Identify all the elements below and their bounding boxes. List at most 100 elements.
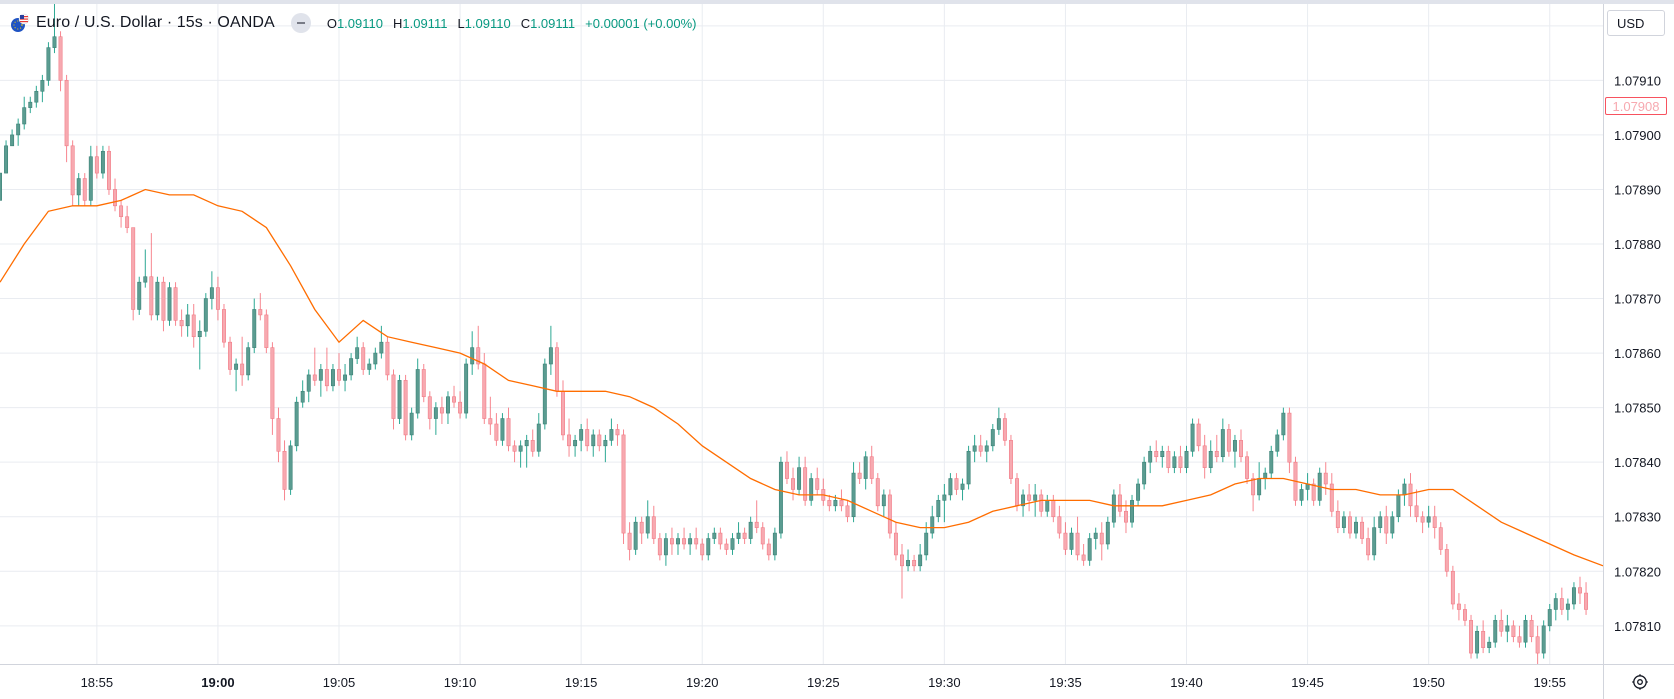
currency-button[interactable]: USD — [1607, 10, 1665, 36]
candle-body — [427, 396, 432, 419]
candle-up — [300, 380, 305, 408]
candle-down — [113, 178, 117, 212]
candle-up — [209, 271, 214, 310]
candle-up — [797, 456, 802, 495]
candle-body — [0, 172, 2, 201]
candle-down — [1008, 434, 1013, 484]
candle-down — [427, 391, 432, 430]
candle-up — [990, 424, 995, 452]
candle-down — [887, 489, 892, 539]
candle-up — [1299, 484, 1304, 506]
candle-down — [1002, 413, 1007, 446]
chart-settings-button[interactable] — [1603, 664, 1674, 699]
candle-body — [785, 461, 789, 479]
candle-up — [1493, 614, 1498, 648]
candle-up — [972, 434, 977, 463]
grid — [0, 4, 1603, 664]
candle-body — [1002, 418, 1007, 441]
candle-up — [645, 500, 650, 539]
candle-body — [228, 341, 233, 370]
candle-body — [633, 521, 638, 550]
candle-body — [1565, 603, 1570, 610]
candle-body — [373, 352, 378, 365]
candle-body — [70, 145, 75, 196]
candle-body — [966, 450, 971, 485]
candle-body — [863, 456, 868, 479]
candle-up — [1208, 440, 1213, 474]
candle-body — [506, 418, 511, 447]
candle-body — [1160, 450, 1165, 458]
candle-body — [482, 363, 487, 419]
time-axis-labels: 18:55 19:00 19:05 19:10 19:15 19:20 19:25 19:30… — [81, 675, 1566, 690]
candle-body — [724, 543, 729, 550]
candle-up — [415, 358, 420, 419]
collapse-legend-button[interactable] — [290, 13, 311, 33]
candle-up — [1021, 489, 1026, 517]
candle-down — [1499, 609, 1504, 637]
candle-up — [10, 129, 15, 147]
candle-up — [203, 293, 208, 337]
candle-up — [1487, 636, 1492, 654]
candle-body — [1232, 440, 1237, 452]
candle-down — [1329, 473, 1334, 517]
candle-down — [1311, 478, 1316, 506]
candle-up — [1378, 511, 1383, 534]
candle-body — [337, 369, 341, 381]
candle-down — [1323, 462, 1328, 495]
candle-down — [282, 440, 287, 501]
candle-body — [1469, 620, 1473, 654]
candle-down — [494, 413, 499, 446]
chart-pane[interactable] — [0, 4, 1603, 664]
price-tick-label: 1.07880 — [1614, 237, 1661, 252]
time-tick-label: 19:55 — [1533, 675, 1566, 690]
candle-up — [155, 276, 160, 321]
candle-up — [591, 429, 596, 457]
candle-up — [772, 527, 777, 561]
candle-up — [52, 4, 57, 54]
candle-body — [924, 532, 929, 556]
candle-body — [476, 347, 481, 365]
time-tick-label: 19:15 — [565, 675, 598, 690]
candle-down — [803, 456, 808, 506]
candle-up — [318, 364, 323, 397]
candle-body — [960, 483, 965, 490]
candle-up — [518, 440, 523, 468]
candle-body — [391, 374, 396, 419]
candle-up — [1553, 593, 1558, 621]
ohlc-change: +0.00001 (+0.00%) — [585, 15, 697, 31]
candle-body — [470, 347, 475, 365]
candle-down — [240, 336, 245, 386]
candle-body — [609, 429, 614, 441]
candle-down — [149, 233, 154, 321]
candle-body — [1263, 472, 1268, 479]
candle-body — [972, 445, 977, 452]
time-axis[interactable]: 18:55 19:00 19:05 19:10 19:15 19:20 19:25 19:30… — [0, 664, 1603, 699]
candle-down — [585, 418, 590, 452]
candle-down — [276, 407, 281, 463]
candle-body — [1299, 489, 1304, 501]
candle-down — [1360, 516, 1365, 544]
candle-up — [234, 358, 239, 392]
symbol-title[interactable]: Euro / U.S. Dollar · 15s · OANDA — [36, 14, 275, 31]
candlestick-chart[interactable] — [0, 4, 1603, 664]
candle-up — [1547, 604, 1552, 632]
candle-up — [748, 516, 753, 544]
candle-body — [1384, 516, 1389, 534]
candle-up — [1341, 511, 1346, 534]
candle-up — [1541, 620, 1546, 659]
candle-down — [682, 527, 687, 550]
candle-body — [930, 516, 935, 534]
candle-down — [875, 473, 880, 512]
candle-down — [1166, 445, 1171, 474]
candle-down — [1444, 544, 1449, 577]
candle-body — [1414, 505, 1419, 518]
candle-body — [851, 472, 856, 518]
candle-up — [252, 298, 257, 354]
candle-body — [64, 80, 69, 147]
candle-up — [1372, 516, 1377, 561]
candle-body — [464, 363, 469, 414]
candle-up — [1275, 429, 1280, 457]
time-tick-label: 19:20 — [686, 675, 719, 690]
candle-down — [954, 473, 959, 495]
candle-body — [772, 532, 777, 556]
